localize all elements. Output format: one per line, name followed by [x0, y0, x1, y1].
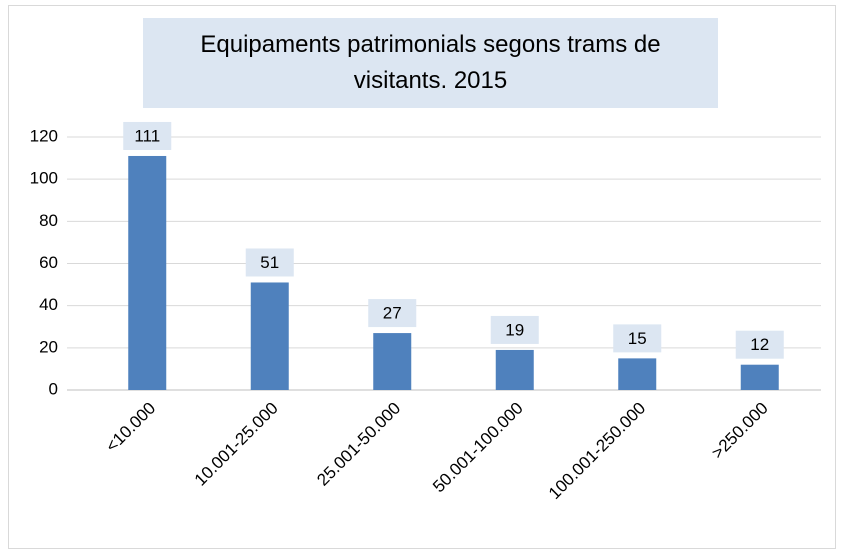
bar: [373, 333, 412, 390]
data-label: 12: [750, 335, 769, 354]
y-tick-label: 120: [30, 126, 58, 145]
bar: [495, 349, 534, 390]
y-tick-label: 60: [39, 253, 58, 272]
data-label: 27: [383, 304, 402, 323]
y-tick-label: 40: [39, 295, 58, 314]
y-tick-label: 80: [39, 211, 58, 230]
y-tick-label: 100: [30, 169, 58, 188]
data-label: 15: [628, 329, 647, 348]
y-tick-label: 20: [39, 337, 58, 356]
data-label: 111: [134, 126, 160, 145]
bar: [740, 364, 779, 390]
data-label-bg: [490, 315, 539, 344]
y-tick-label: 0: [49, 379, 58, 398]
data-label-bg: [613, 324, 662, 353]
bar: [618, 358, 657, 390]
data-label: 19: [505, 320, 524, 339]
data-label-bg: [368, 299, 417, 328]
data-label-bg: [123, 121, 172, 150]
bar: [128, 155, 167, 390]
data-label-bg: [245, 248, 294, 277]
bar: [250, 282, 289, 390]
data-label: 51: [260, 253, 279, 272]
data-label-bg: [735, 330, 784, 359]
title-box: Equipaments patrimonials segons trams de…: [143, 18, 718, 108]
chart-title: Equipaments patrimonials segons trams de…: [200, 31, 661, 94]
